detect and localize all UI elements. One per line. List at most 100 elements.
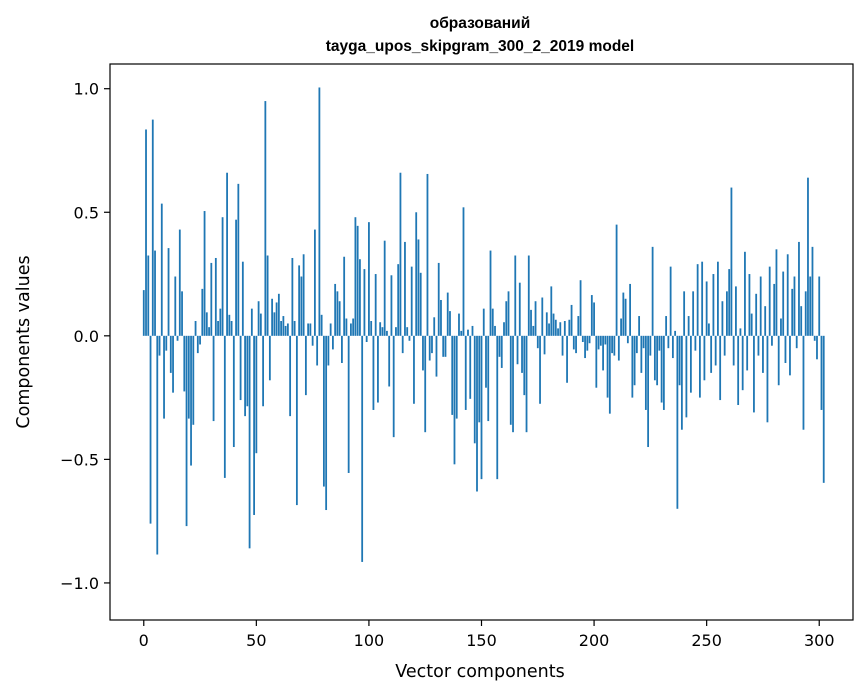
bar [163, 335, 165, 419]
bar [818, 276, 821, 336]
bar [536, 335, 539, 349]
bar [226, 172, 228, 336]
bar [424, 335, 427, 433]
bar [455, 335, 458, 419]
bar [266, 255, 269, 336]
bar [295, 335, 298, 506]
bar [255, 335, 258, 454]
bar [584, 335, 586, 359]
bar [334, 283, 337, 336]
bar [187, 335, 190, 419]
bar [570, 304, 573, 336]
bar [514, 255, 517, 336]
bar [383, 240, 386, 336]
bar [631, 335, 634, 398]
bar [539, 335, 541, 404]
bar [550, 286, 553, 336]
bar [154, 250, 156, 336]
bar [322, 335, 325, 487]
bar [291, 257, 294, 336]
bar [644, 335, 647, 410]
bar [507, 291, 510, 336]
bar [759, 276, 762, 336]
bar [721, 301, 724, 336]
bar [595, 335, 598, 388]
bar [543, 335, 546, 355]
bar [165, 335, 168, 351]
bar [453, 335, 456, 465]
bar [816, 335, 818, 360]
bar [739, 328, 742, 336]
bar [433, 317, 436, 336]
bar [680, 335, 683, 430]
bar [347, 335, 350, 473]
bar [741, 335, 744, 391]
y-tick-label: −0.5 [60, 450, 99, 469]
bar [422, 335, 424, 371]
bar [608, 335, 611, 414]
x-axis-label: Vector components [395, 662, 564, 682]
bar [208, 327, 210, 336]
x-axis: 0 50 100 150 200 250 300 [139, 620, 835, 650]
bar [820, 335, 823, 410]
bar [199, 335, 201, 345]
bar [496, 335, 499, 480]
bar [622, 292, 625, 336]
bar [764, 306, 767, 336]
bar [699, 335, 701, 398]
bar [388, 335, 391, 387]
bar [363, 269, 366, 336]
bar [248, 335, 251, 549]
bar [696, 264, 699, 336]
bar [804, 291, 807, 336]
bar [588, 335, 591, 344]
bar [494, 325, 496, 336]
bar [671, 335, 674, 359]
x-tick-label: 0 [139, 631, 149, 650]
bar [789, 335, 791, 376]
bar [350, 323, 352, 336]
bar [235, 219, 237, 336]
bar [311, 335, 314, 346]
bar [338, 301, 341, 336]
bar [615, 224, 618, 336]
bar [795, 335, 798, 349]
bar [205, 312, 208, 336]
bar [548, 323, 550, 336]
bar [172, 335, 174, 393]
bar [723, 335, 726, 356]
bar [174, 276, 177, 336]
bar [786, 254, 789, 336]
bar [320, 314, 323, 336]
bar [392, 335, 395, 438]
bar [750, 313, 753, 336]
bar [633, 335, 636, 386]
bar [467, 329, 469, 336]
bar [744, 251, 746, 336]
bar [541, 297, 544, 336]
bar [192, 335, 195, 425]
bar [471, 325, 474, 336]
bar [604, 335, 607, 345]
bar [469, 335, 472, 399]
bar [343, 256, 346, 336]
bar [284, 325, 287, 336]
bar [746, 335, 749, 371]
bar [620, 318, 622, 336]
bar [554, 319, 557, 336]
bar [530, 309, 532, 336]
bar [559, 322, 562, 336]
bar [273, 312, 276, 336]
bar [431, 335, 433, 354]
bar [282, 316, 285, 336]
bar [784, 335, 787, 363]
bar [264, 101, 267, 336]
bar [368, 222, 370, 336]
bar [617, 335, 620, 361]
bar [687, 316, 690, 336]
bar [487, 335, 490, 422]
bar [656, 335, 659, 386]
bar [401, 335, 404, 354]
bar [762, 335, 764, 373]
